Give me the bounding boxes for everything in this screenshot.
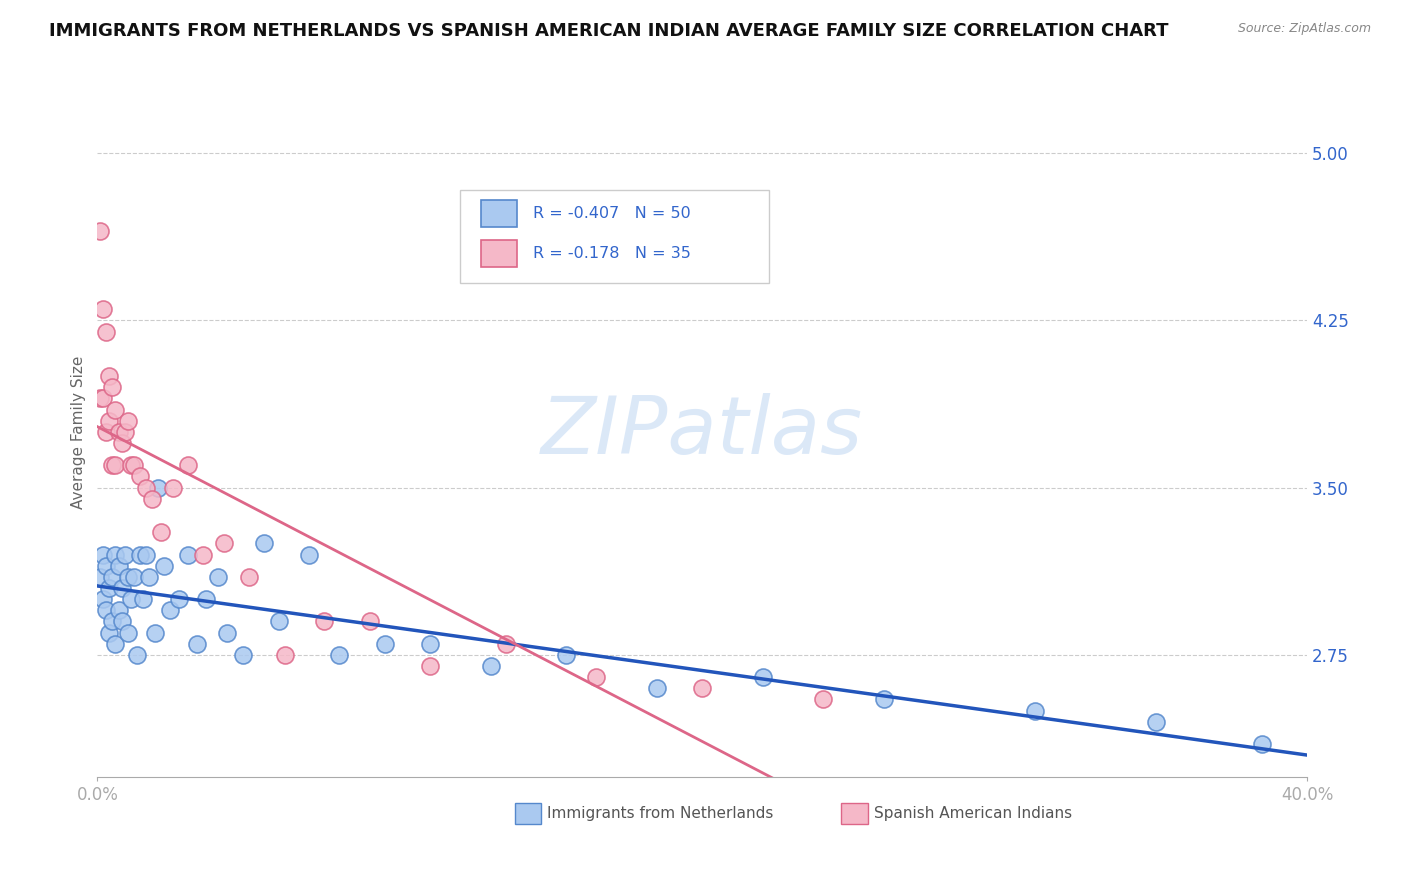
Point [93,548,115,562]
Point [96,558,118,573]
Point [101,615,124,629]
Point [104,458,127,473]
Point [125,648,148,662]
Point [359,615,381,629]
Point [114,548,136,562]
Point [128,469,150,483]
Point [267,615,290,629]
FancyBboxPatch shape [481,241,517,267]
Point [645,681,668,696]
Point [186,637,208,651]
Point [419,659,441,673]
Point [117,625,139,640]
Point [149,525,172,540]
Point [104,637,127,651]
Point [89,224,111,238]
Point [495,637,517,651]
Point [110,581,132,595]
Point [873,692,896,706]
Point [419,637,441,651]
Point [107,558,129,573]
Text: R = -0.178   N = 35: R = -0.178 N = 35 [533,246,690,261]
Point [93,392,115,406]
Point [167,592,190,607]
Point [585,670,607,684]
Point [110,615,132,629]
Point [555,648,578,662]
Point [135,548,157,562]
Point [98,369,121,384]
FancyBboxPatch shape [460,190,769,284]
Point [177,458,200,473]
Point [98,625,121,640]
Point [207,570,229,584]
Point [107,425,129,439]
Point [104,548,127,562]
Point [690,681,713,696]
Point [298,548,321,562]
Text: ZIPatlas: ZIPatlas [541,392,863,471]
Point [214,536,236,550]
Point [231,648,253,662]
Text: R = -0.407   N = 50: R = -0.407 N = 50 [533,206,690,221]
Y-axis label: Average Family Size: Average Family Size [72,355,86,508]
FancyBboxPatch shape [515,803,541,824]
Point [114,425,136,439]
Point [110,436,132,450]
Point [274,648,297,662]
Point [107,603,129,617]
Text: Spanish American Indians: Spanish American Indians [875,805,1073,821]
Point [101,380,124,394]
Point [479,659,502,673]
Point [89,570,111,584]
Point [122,570,145,584]
Point [93,302,115,317]
Point [117,414,139,428]
Point [132,592,155,607]
Point [1024,704,1046,718]
Point [93,592,115,607]
Point [98,414,121,428]
Point [143,625,166,640]
Point [162,481,184,495]
Point [314,615,336,629]
Point [195,592,218,607]
Point [153,558,176,573]
Point [146,481,169,495]
Point [1144,714,1167,729]
Point [253,536,276,550]
Point [101,570,124,584]
Point [120,458,142,473]
Text: IMMIGRANTS FROM NETHERLANDS VS SPANISH AMERICAN INDIAN AVERAGE FAMILY SIZE CORRE: IMMIGRANTS FROM NETHERLANDS VS SPANISH A… [49,22,1168,40]
Point [120,592,142,607]
Point [138,570,160,584]
Point [177,548,200,562]
Point [96,603,118,617]
Point [193,548,215,562]
Point [98,581,121,595]
Point [89,392,111,406]
Point [101,458,124,473]
Point [141,491,163,506]
Point [811,692,834,706]
Point [374,637,396,651]
Point [217,625,239,640]
Point [122,458,145,473]
Point [135,481,157,495]
Point [128,548,150,562]
FancyBboxPatch shape [841,803,868,824]
Point [238,570,260,584]
Point [159,603,181,617]
Point [104,402,127,417]
Point [751,670,773,684]
Point [96,325,118,339]
Text: Immigrants from Netherlands: Immigrants from Netherlands [547,805,773,821]
Point [328,648,350,662]
Text: Source: ZipAtlas.com: Source: ZipAtlas.com [1237,22,1371,36]
FancyBboxPatch shape [481,201,517,227]
Point [117,570,139,584]
Point [96,425,118,439]
Point [1250,737,1272,751]
